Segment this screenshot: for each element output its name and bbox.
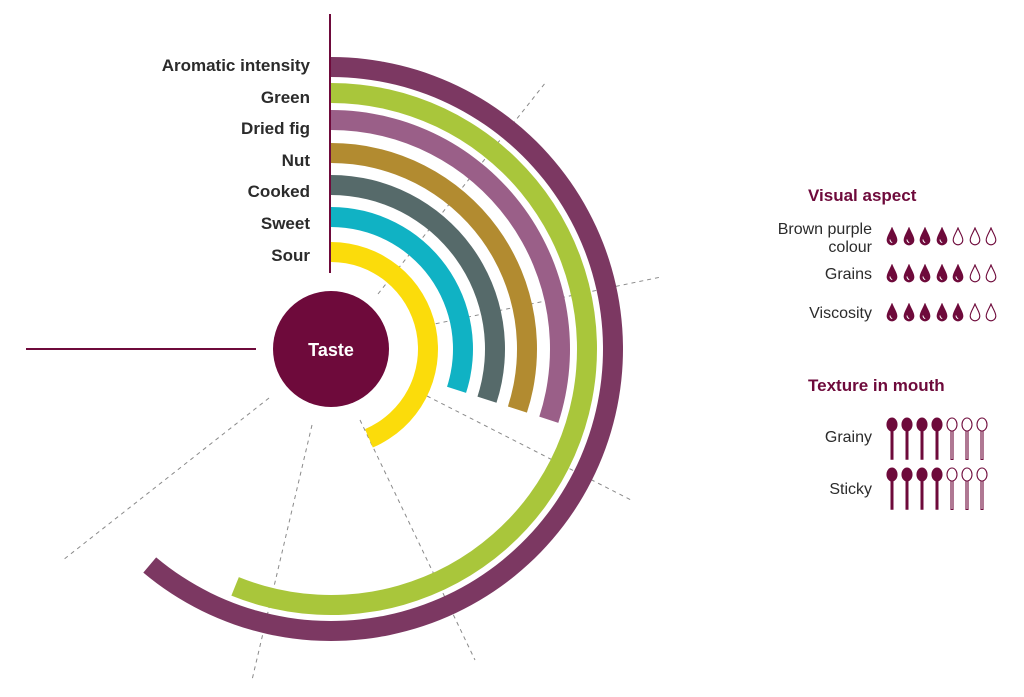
spoon-icon-filled [931, 417, 943, 460]
drop-icon-filled [919, 303, 931, 322]
guide-line [377, 81, 547, 295]
guide-line [426, 395, 634, 502]
drop-icon-filled [886, 303, 898, 322]
drop-icon-empty [969, 264, 980, 283]
texture-in-mouth-title: Texture in mouth [808, 376, 945, 395]
taste-arcs [143, 57, 623, 641]
drop-icon-filled [952, 264, 964, 283]
spoon-icon-empty [961, 417, 973, 461]
spoon-icon-filled [931, 467, 943, 510]
drop-icon-filled [919, 264, 931, 283]
spoon-icon-empty [946, 467, 958, 511]
attr-label-aromatic-intensity: Aromatic intensity [161, 56, 310, 75]
attr-label-cooked: Cooked [247, 182, 310, 201]
drop-icon-empty [985, 264, 997, 283]
arc-dried-fig [331, 110, 570, 423]
spoon-icon-empty [961, 467, 973, 511]
attr-label-sour: Sour [271, 246, 310, 265]
arc-cooked [331, 175, 505, 403]
guide-line [251, 424, 313, 681]
arc-nut [331, 143, 537, 413]
row-label-brown-purple-colour: Brown purple colour [777, 221, 872, 256]
spoon-icon-filled [886, 417, 898, 460]
drop-icon-filled [936, 303, 947, 322]
drop-icon-empty [985, 303, 997, 322]
drop-icon-filled [903, 227, 914, 246]
attr-label-nut: Nut [281, 151, 310, 170]
row-label-viscosity: Viscosity [809, 305, 872, 322]
spoon-icon-empty [976, 417, 988, 461]
row-label-sticky: Sticky [829, 481, 872, 498]
drop-icon-filled [936, 264, 947, 283]
row-label-grainy: Grainy [824, 429, 872, 446]
drop-icon-empty [952, 227, 964, 246]
spoon-icon-empty [946, 417, 958, 461]
drop-icon-filled [952, 303, 964, 322]
spoon-icon-filled [886, 467, 898, 510]
center-node [273, 291, 389, 407]
visual-aspect-title: Visual aspect [808, 186, 917, 205]
drop-icon-empty [969, 227, 980, 246]
drop-icon-filled [936, 227, 947, 246]
drop-icon-filled [903, 264, 914, 283]
arc-sour [331, 242, 439, 448]
spoon-icon-filled [901, 417, 913, 460]
drop-icon-filled [886, 264, 898, 283]
drop-icon-empty [969, 303, 980, 322]
attr-label-green: Green [260, 88, 310, 107]
spoon-icon-empty [976, 467, 988, 511]
drop-icon-filled [886, 227, 898, 246]
center-label: Taste [308, 340, 354, 360]
arc-sweet [331, 207, 473, 393]
attr-label-sweet: Sweet [260, 214, 310, 233]
row-label-grains: Grains [824, 266, 872, 283]
arc-aromatic-intensity [143, 57, 623, 641]
drop-icon-filled [903, 303, 914, 322]
guide-line [62, 397, 270, 561]
spoon-icon-filled [916, 467, 928, 510]
attr-label-dried-fig: Dried fig [241, 119, 310, 138]
spoon-icon-filled [916, 417, 928, 460]
spoon-icon-filled [901, 467, 913, 510]
drop-icon-empty [985, 227, 997, 246]
drop-icon-filled [919, 227, 931, 246]
